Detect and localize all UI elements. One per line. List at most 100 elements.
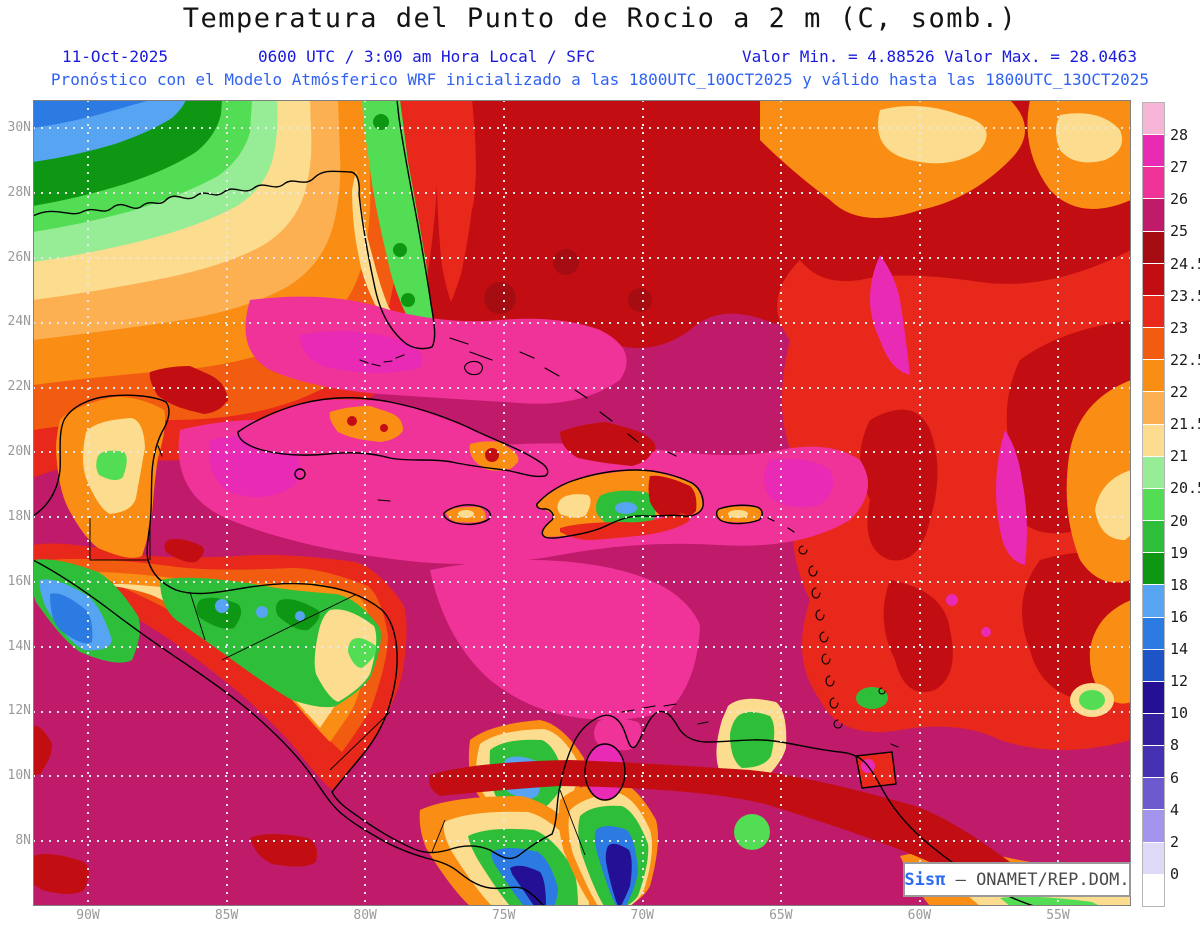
region-magenta-streak-1: [870, 255, 910, 375]
region-east-orange-low: [1089, 600, 1131, 704]
hispaniola-east-darkred: [648, 475, 697, 519]
lon-tick-label: 80W: [353, 908, 377, 923]
magenta-dot-1: [946, 594, 958, 606]
hispaniola-south-red-rim: [560, 513, 690, 541]
lat-tick-label: 22N: [7, 379, 31, 395]
yucatan-green: [96, 450, 127, 481]
attribution-source: – ONAMET/REP.DOM.: [945, 869, 1130, 890]
lon-tick-label: 85W: [214, 908, 239, 923]
region-magenta-streak-2: [996, 430, 1027, 565]
colorbar-label: 19: [1170, 543, 1189, 562]
dewpoint-map: [33, 100, 1131, 906]
coast-trinidad: [855, 751, 897, 789]
colorbar-label: 25: [1170, 222, 1189, 241]
colorbar-block: [1143, 681, 1164, 713]
colorbar-label: 22.5: [1170, 350, 1200, 369]
colorbar: [1142, 102, 1165, 907]
colorbar-label: 4: [1170, 800, 1180, 819]
colorbar-label: 27: [1170, 158, 1189, 177]
lat-tick-label: 8N: [15, 833, 31, 849]
colorbar-label: 23: [1170, 318, 1189, 337]
region-east-pr-magenta: [764, 458, 834, 508]
border-nicaragua-costarica: [329, 711, 391, 771]
colorbar-label: 0: [1170, 864, 1180, 883]
colorbar-block: [1143, 778, 1164, 810]
colorbar-block: [1143, 746, 1164, 778]
coast-lake-maracaibo: [584, 743, 626, 801]
region-straits-pink: [245, 296, 627, 404]
region-ne-yellow-1: [878, 106, 987, 164]
coast-puertorico: [715, 504, 763, 525]
attribution-box: Sisπ – ONAMET/REP.DOM.: [903, 862, 1131, 897]
lat-tick-label: 10N: [7, 768, 31, 784]
bahamas-maroon-spot-2: [553, 249, 579, 275]
guatemala-blue-core: [50, 593, 93, 644]
colorbar-block: [1143, 874, 1164, 906]
colorbar-label: 23.5: [1170, 286, 1200, 305]
coast-lesser-antilles: [621, 517, 899, 748]
colorbar-block: [1143, 553, 1164, 585]
coast-centam-pacific: [33, 559, 545, 906]
venezuela-south-green: [734, 814, 770, 850]
lon-tick-label: 65W: [769, 908, 793, 923]
coast-centam-caribbean: [147, 559, 553, 860]
region-east-yellow-core: [1095, 470, 1131, 540]
colorbar-block: [1143, 135, 1164, 167]
colorbar-label: 8: [1170, 736, 1180, 755]
coast-hispaniola: [536, 469, 704, 539]
region-straits-magenta: [300, 331, 423, 373]
lat-tick-label: 30N: [7, 120, 31, 135]
lat-tick-label: 28N: [7, 184, 31, 200]
coast-sa-north: [551, 710, 1035, 906]
lat-tick-label: 14N: [7, 638, 31, 654]
colorbar-block: [1143, 585, 1164, 617]
ne-corner-green-spot: [1079, 690, 1105, 710]
coast-yucatan: [33, 394, 170, 561]
colorbar-block: [1143, 456, 1164, 488]
colorbar-block: [1143, 360, 1164, 392]
darkred-panama-coast: [250, 834, 317, 867]
colorbar-label: 21: [1170, 447, 1189, 466]
colorbar-block: [1143, 424, 1164, 456]
region-central-pink: [178, 420, 869, 564]
bahamas-maroon-spot-1: [484, 282, 516, 314]
border-costarica-panama: [431, 819, 446, 853]
colorbar-block: [1143, 842, 1164, 874]
colorbar-label: 12: [1170, 672, 1189, 691]
trinidad-fill: [856, 752, 896, 788]
colorbar-label: 22: [1170, 383, 1189, 402]
region-south-pink: [430, 559, 700, 720]
guyana-green-spot: [856, 687, 888, 709]
attribution-brand: Sisπ: [904, 869, 946, 890]
cuba-darkred-spot-3: [485, 448, 499, 462]
coastlines: [33, 100, 1035, 906]
region-hispaniola-north-darkred: [560, 422, 656, 466]
page-title: Temperatura del Punto de Rocio a 2 m (C,…: [182, 3, 1018, 34]
bahamas-maroon-spot-3: [628, 288, 652, 312]
region-antilles-darkred-2: [883, 580, 953, 692]
gulf-venezuela-pink: [594, 718, 642, 751]
honduras-darkgreen-1: [196, 597, 242, 629]
colorbar-label: 21.5: [1170, 415, 1200, 434]
cuba-darkred-spot-2: [380, 424, 388, 432]
minmax-values: Valor Min. = 4.88526 Valor Max. = 28.046…: [742, 47, 1137, 66]
cuba-orange-west: [329, 406, 403, 442]
florida-darkgreen-spot-1: [393, 243, 407, 257]
hispaniola-lake-blue: [615, 502, 637, 514]
lat-tick-label: 24N: [7, 314, 31, 330]
colorbar-label: 2: [1170, 832, 1180, 851]
lon-tick-label: 90W: [76, 908, 100, 923]
coast-cozumel: [157, 445, 163, 457]
colorbar-block: [1143, 167, 1164, 199]
honduras-blue-dot-1: [215, 599, 229, 613]
colombia-navy-core: [510, 865, 546, 906]
darkred-spot-175-545: [164, 538, 204, 563]
coast-isle-of-youth: [294, 468, 306, 480]
border-mexico-guatemala: [89, 518, 148, 561]
nicaragua-yellow: [314, 609, 377, 702]
colorbar-block: [1143, 328, 1164, 360]
venezuela-navy-core: [605, 843, 632, 906]
region-antilles-darkred-1: [860, 409, 938, 561]
gulf-band-blue: [33, 100, 150, 128]
lon-tick-label: 75W: [491, 908, 516, 923]
